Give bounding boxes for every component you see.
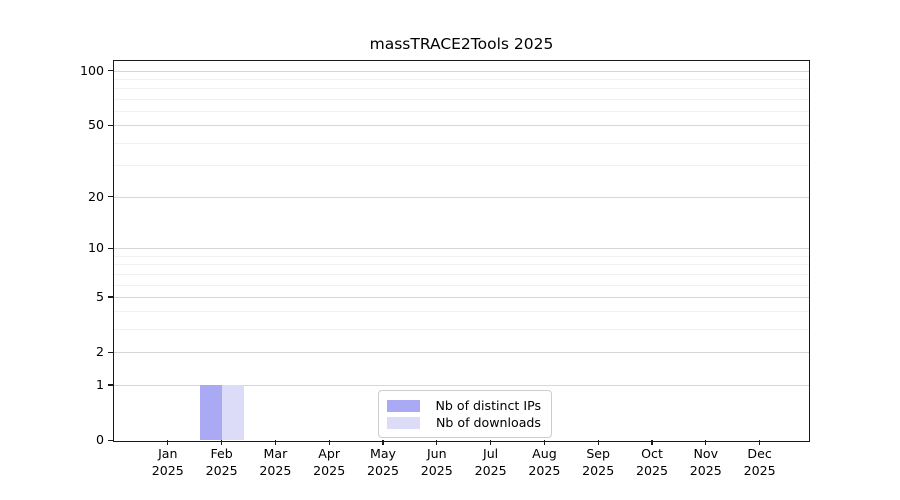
x-tick-mark xyxy=(167,440,169,446)
x-tick-mark xyxy=(543,440,546,446)
y-tick-mark xyxy=(108,70,113,72)
x-tick-mark xyxy=(328,440,330,446)
x-tick-label: Oct 2025 xyxy=(635,446,669,478)
major-gridline xyxy=(114,352,809,354)
legend-item-distinct-ips: Nb of distinct IPs xyxy=(387,397,541,414)
y-tick-mark xyxy=(108,439,113,442)
major-gridline xyxy=(114,248,809,250)
x-tick-label: May 2025 xyxy=(366,446,400,478)
chart-title: massTRACE2Tools 2025 xyxy=(369,35,554,53)
minor-gridline xyxy=(114,111,809,113)
major-gridline xyxy=(114,70,809,72)
y-tick-label: 2 xyxy=(95,344,104,360)
minor-gridline xyxy=(114,98,809,100)
x-tick-label: Jun 2025 xyxy=(420,446,453,478)
plot-area: Nb of distinct IPs Nb of downloads 100 50… xyxy=(80,60,810,478)
x-tick-label: Jul 2025 xyxy=(474,446,507,478)
y-tick-mark xyxy=(108,195,113,198)
y-tick-mark xyxy=(108,351,113,354)
legend-label-downloads: Nb of downloads xyxy=(435,415,541,430)
major-gridline xyxy=(114,196,809,198)
x-tick-mark xyxy=(274,440,277,446)
x-tick-mark xyxy=(220,440,223,446)
x-tick-mark xyxy=(597,440,599,446)
x-tick-mark xyxy=(436,440,438,446)
y-tick-mark xyxy=(108,124,113,127)
major-gridline xyxy=(114,125,809,127)
minor-gridline xyxy=(114,165,809,167)
x-tick-label: Aug 2025 xyxy=(528,446,561,478)
y-tick-label: 100 xyxy=(79,62,104,78)
x-tick-label: Sep 2025 xyxy=(582,446,615,478)
x-tick-mark xyxy=(705,440,707,446)
y-tick-label: 1 xyxy=(95,376,104,392)
major-gridline xyxy=(114,296,809,298)
legend-swatch-downloads xyxy=(387,416,420,429)
legend: Nb of distinct IPs Nb of downloads xyxy=(378,390,552,438)
y-tick-label: 10 xyxy=(87,240,104,256)
minor-gridline xyxy=(114,142,809,144)
legend-item-downloads: Nb of downloads xyxy=(387,414,541,431)
y-tick-label: 5 xyxy=(95,288,104,304)
x-tick-label: Feb 2025 xyxy=(205,446,238,478)
y-tick-label: 0 xyxy=(95,432,104,448)
bar-downloads xyxy=(221,384,244,441)
major-gridline xyxy=(114,384,809,386)
y-tick-label: 50 xyxy=(87,117,104,133)
x-tick-label: Apr 2025 xyxy=(313,446,346,478)
x-tick-mark xyxy=(758,440,761,446)
x-tick-label: Jan 2025 xyxy=(151,446,184,478)
minor-gridline xyxy=(114,255,809,257)
y-tick-mark xyxy=(108,296,113,298)
x-tick-label: Mar 2025 xyxy=(259,446,292,478)
minor-gridline xyxy=(114,79,809,81)
x-tick-label: Nov 2025 xyxy=(689,446,722,478)
minor-gridline xyxy=(114,284,809,286)
y-tick-mark xyxy=(108,247,113,249)
x-tick-mark xyxy=(489,440,492,446)
y-tick-mark xyxy=(108,384,113,386)
minor-gridline xyxy=(114,273,809,275)
x-tick-label: Dec 2025 xyxy=(743,446,776,478)
legend-label-distinct-ips: Nb of distinct IPs xyxy=(435,398,541,413)
minor-gridline xyxy=(114,311,809,313)
minor-gridline xyxy=(114,329,809,331)
minor-gridline xyxy=(114,264,809,266)
minor-gridline xyxy=(114,88,809,90)
y-tick-label: 20 xyxy=(87,188,104,204)
bar-distinct-ips xyxy=(199,384,222,441)
legend-swatch-distinct-ips xyxy=(387,399,420,412)
x-tick-mark xyxy=(382,440,384,446)
x-tick-mark xyxy=(651,440,653,446)
